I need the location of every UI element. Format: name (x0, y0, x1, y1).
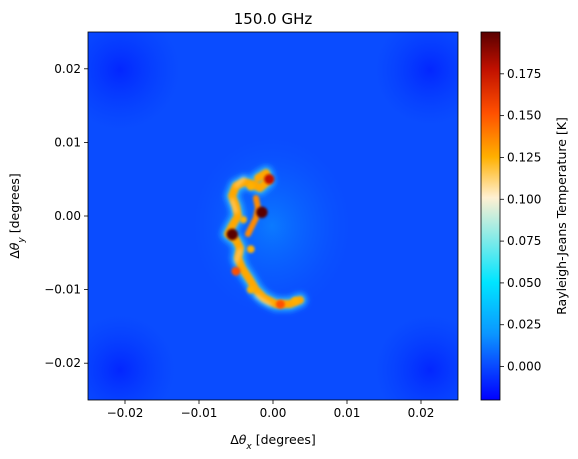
colorbar-tick-label: 0.075 (507, 234, 541, 248)
heatmap-area (88, 32, 458, 400)
dark-region (375, 32, 458, 125)
x-tick-label: 0.02 (408, 406, 435, 420)
y-tick-label: −0.01 (44, 283, 81, 297)
dark-region (88, 315, 175, 400)
feature-peak (256, 206, 268, 219)
colorbar-tick-label: 0.050 (507, 276, 541, 290)
x-tick-label: 0.00 (260, 406, 287, 420)
feature-peak (264, 174, 275, 185)
intensity-markers (226, 174, 299, 309)
y-axis-label: Δθy [degrees] (7, 173, 27, 259)
feature-peak (246, 285, 255, 294)
dark-region (88, 32, 180, 130)
colorbar-axis: 0.000 0.025 0.050 0.075 0.100 0.125 0.150 0.175 (500, 67, 541, 374)
colorbar-label: Rayleigh-Jeans Temperature [K] (554, 117, 569, 315)
chart-title: 150.0 GHz (234, 10, 313, 28)
colorbar-tick-label: 0.150 (507, 109, 541, 123)
feature-peak (291, 297, 299, 305)
y-tick-label: 0.02 (54, 62, 81, 76)
feature-peak (239, 216, 247, 224)
feature-peak (231, 266, 241, 276)
feature-peak (275, 299, 285, 309)
x-axis: −0.02 −0.01 0.00 0.01 0.02 (107, 400, 435, 420)
y-axis: −0.02 −0.01 0.00 0.01 0.02 (44, 62, 88, 370)
x-tick-label: −0.02 (107, 406, 144, 420)
feature-peak (226, 228, 238, 241)
x-tick-label: −0.01 (181, 406, 218, 420)
colorbar-tick-label: 0.100 (507, 192, 541, 206)
halo (192, 136, 352, 316)
filament-edge (230, 176, 272, 307)
filament-branch (245, 195, 262, 237)
y-tick-label: 0.01 (54, 135, 81, 149)
dark-region (375, 315, 458, 400)
colorbar (480, 31, 501, 401)
feature-peak (246, 245, 255, 254)
colorbar-tick-label: 0.175 (507, 67, 541, 81)
colorbar-tick-label: 0.025 (507, 318, 541, 332)
x-tick-label: 0.01 (334, 406, 361, 420)
feature-peak (246, 182, 255, 191)
x-axis-label: Δθx [degrees] (230, 432, 316, 452)
colorbar-tick-label: 0.125 (507, 150, 541, 164)
colorbar-tick-label: 0.000 (507, 360, 541, 374)
y-tick-label: −0.02 (44, 356, 81, 370)
y-tick-label: 0.00 (54, 209, 81, 223)
